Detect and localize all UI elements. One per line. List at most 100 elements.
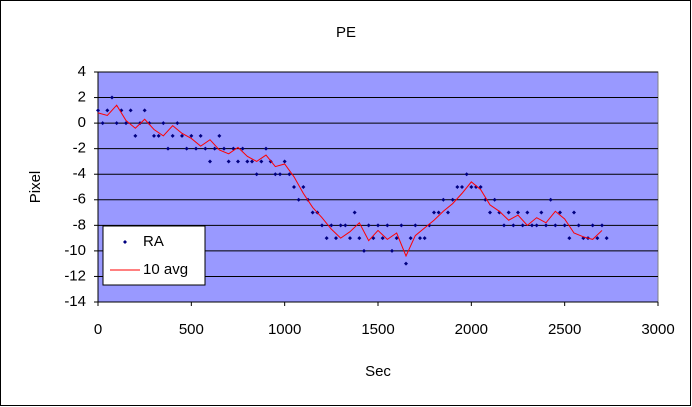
data-point [390, 248, 394, 253]
data-point [394, 236, 399, 241]
data-point [189, 133, 194, 138]
legend-label: RA [143, 233, 164, 250]
data-point [282, 159, 287, 164]
y-tick-label: 4 [78, 63, 86, 80]
data-point [208, 159, 212, 164]
data-point [553, 223, 558, 228]
data-point [590, 223, 595, 228]
data-point [502, 223, 506, 228]
data-point [114, 121, 119, 126]
data-point [539, 210, 544, 215]
data-point [441, 197, 446, 202]
data-point [96, 108, 100, 113]
data-point [273, 172, 278, 177]
data-point [166, 146, 170, 151]
data-point [558, 210, 562, 215]
data-point [184, 146, 189, 151]
y-tick-label: 2 [78, 89, 86, 106]
data-point [385, 223, 390, 228]
data-point [506, 210, 511, 215]
data-point [562, 223, 567, 228]
data-point [278, 172, 282, 177]
data-point [264, 146, 268, 151]
data-point [203, 146, 208, 151]
data-point [236, 159, 240, 164]
data-point [595, 236, 600, 241]
data-point [450, 197, 455, 202]
data-point [292, 185, 296, 189]
x-tick-label: 1000 [268, 321, 301, 338]
data-point [455, 185, 460, 189]
chart-title: PE [336, 24, 356, 41]
data-point [408, 236, 413, 241]
y-tick-label: -10 [64, 242, 86, 259]
legend-marker [123, 240, 127, 244]
data-point [492, 197, 497, 202]
data-point [446, 210, 450, 215]
data-line [97, 104, 603, 258]
data-point [343, 223, 348, 228]
data-point [534, 223, 539, 228]
x-tick-label: 2500 [548, 321, 581, 338]
data-point [520, 223, 525, 228]
data-point [310, 210, 315, 215]
data-point [516, 210, 520, 215]
data-point [334, 236, 338, 241]
legend-label: 10 avg [143, 261, 188, 278]
data-point [362, 248, 366, 253]
data-point [432, 210, 436, 215]
data-point [156, 133, 161, 138]
y-tick-label: -6 [73, 191, 86, 208]
data-point [124, 121, 128, 126]
data-point [469, 185, 474, 189]
x-axis-label: Sec [365, 363, 391, 380]
data-point [488, 210, 492, 215]
data-point [530, 223, 534, 228]
data-point [287, 172, 292, 177]
data-point [366, 223, 371, 228]
data-point [576, 223, 581, 228]
data-point [464, 172, 469, 177]
x-tick-label: 2000 [455, 321, 488, 338]
data-point [348, 236, 352, 241]
data-point [110, 95, 114, 100]
data-point [226, 159, 231, 164]
data-point [222, 146, 226, 151]
data-point [212, 146, 217, 151]
data-point [254, 172, 259, 177]
data-point [259, 159, 264, 164]
y-tick-label: -12 [64, 267, 86, 284]
data-point [404, 261, 408, 266]
data-point [478, 185, 483, 189]
data-point [413, 223, 418, 228]
data-point [422, 236, 427, 241]
data-point [320, 223, 324, 228]
y-axis-label: Pixel [27, 171, 44, 204]
data-point [133, 133, 138, 138]
data-point [301, 185, 306, 189]
data-point [460, 185, 464, 189]
x-tick-label: 1500 [361, 321, 394, 338]
data-point [544, 223, 548, 228]
data-point [572, 210, 576, 215]
data-point [217, 133, 222, 138]
data-point [418, 236, 422, 241]
y-tick-label: 0 [78, 114, 86, 131]
data-point [525, 210, 530, 215]
data-point [250, 159, 254, 164]
x-tick-label: 3000 [641, 321, 674, 338]
data-point [245, 159, 250, 164]
data-point [128, 108, 133, 113]
data-point [152, 133, 156, 138]
data-point [567, 236, 572, 241]
y-tick-label: -2 [73, 140, 86, 157]
data-point [198, 133, 203, 138]
data-point [175, 121, 180, 126]
data-point [352, 210, 357, 215]
data-point [180, 133, 184, 138]
data-point [436, 210, 441, 215]
data-point [399, 223, 404, 228]
data-point [604, 236, 609, 241]
data-point [170, 133, 175, 138]
